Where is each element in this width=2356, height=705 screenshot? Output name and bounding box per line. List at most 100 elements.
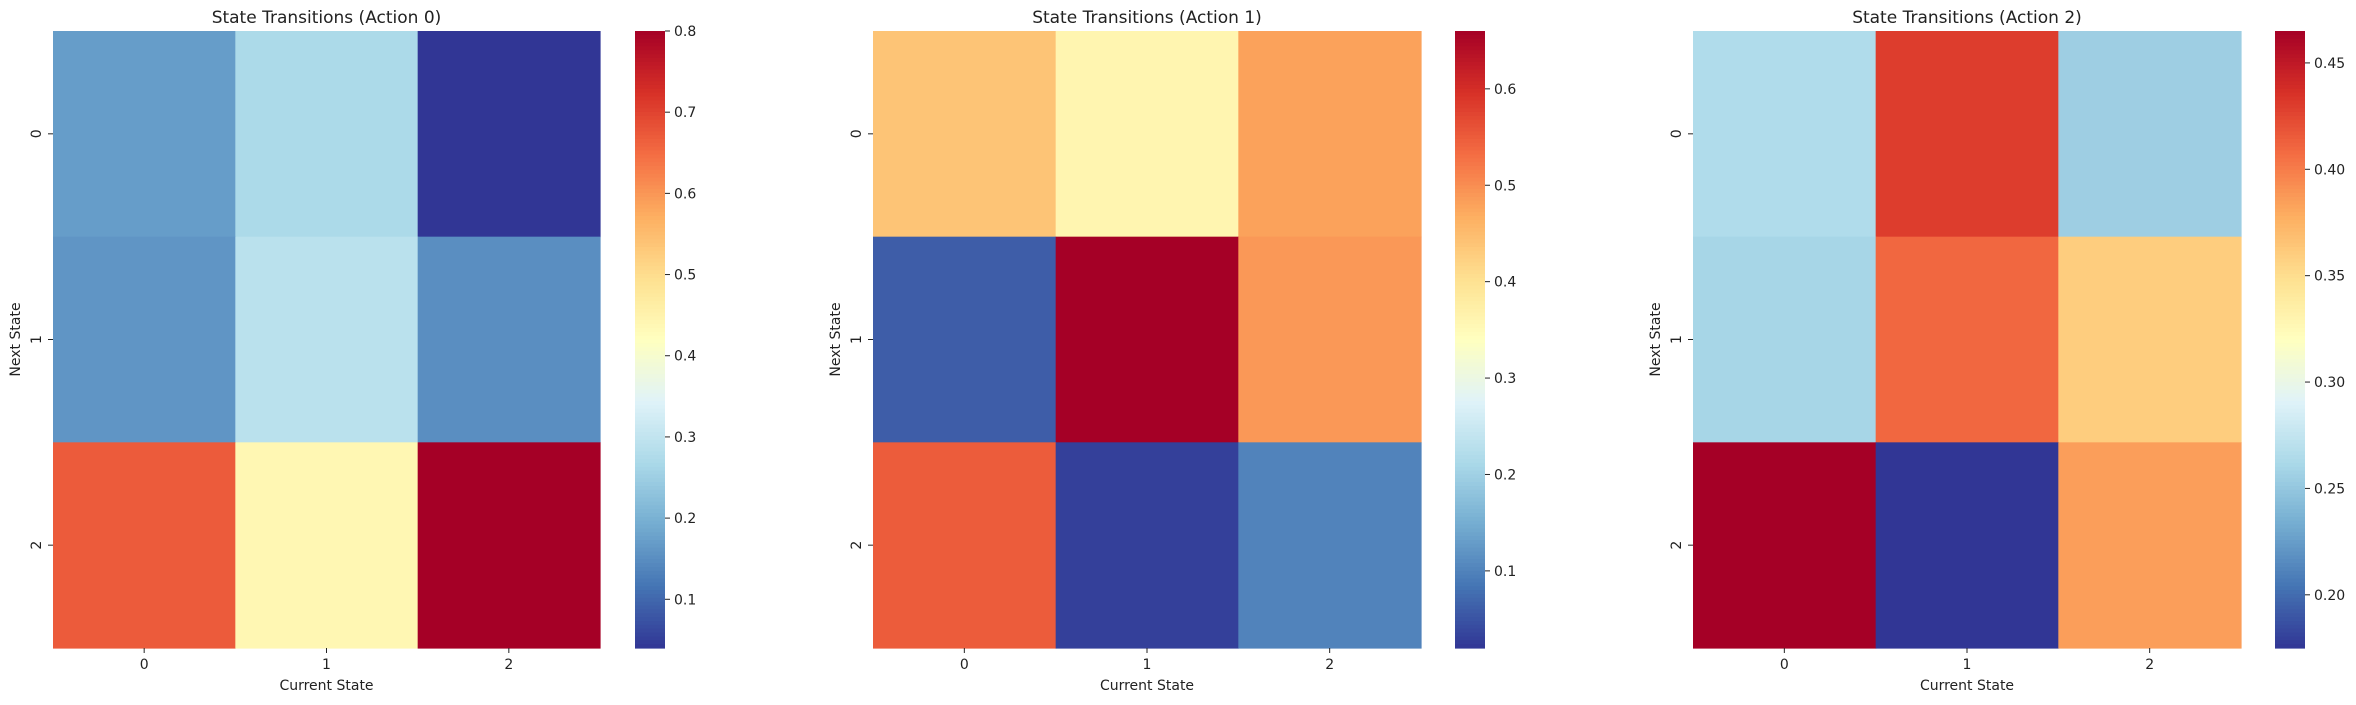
colorbar-segment xyxy=(635,124,665,128)
colorbar-tick-label: 0.6 xyxy=(674,186,696,202)
colorbar-segment xyxy=(1455,636,1485,640)
colorbar-segment xyxy=(635,85,665,89)
colorbar-segment xyxy=(1455,93,1485,97)
colorbar-tick-label: 0.4 xyxy=(674,349,696,365)
colorbar-segment xyxy=(635,463,665,467)
colorbar-segment xyxy=(1455,286,1485,290)
colorbar-segment xyxy=(1455,582,1485,586)
colorbar-segment xyxy=(635,509,665,513)
colorbar-segment xyxy=(1455,328,1485,332)
colorbar-segment xyxy=(635,62,665,66)
heatmap-cell xyxy=(1693,237,1876,443)
colorbar-segment xyxy=(635,370,665,374)
colorbar-segment xyxy=(2275,343,2305,347)
x-tick-label: 0 xyxy=(960,657,969,673)
x-tick-label: 2 xyxy=(2145,657,2154,673)
colorbar-segment xyxy=(635,567,665,571)
colorbar-segment xyxy=(1455,336,1485,340)
colorbar-segment xyxy=(2275,143,2305,147)
colorbar-segment xyxy=(635,467,665,471)
y-tick-label: 0 xyxy=(849,129,865,138)
colorbar-segment xyxy=(2275,205,2305,209)
colorbar-segment xyxy=(2275,467,2305,471)
colorbar-segment xyxy=(635,575,665,579)
colorbar-segment xyxy=(1455,193,1485,197)
colorbar-tick-label: 0.3 xyxy=(674,430,696,446)
colorbar-segment xyxy=(1455,590,1485,594)
colorbar-segment xyxy=(1455,455,1485,459)
colorbar-tick-label: 0.5 xyxy=(674,268,696,284)
colorbar-tick-label: 0.2 xyxy=(674,511,696,527)
colorbar-segment xyxy=(2275,340,2305,344)
heatmap-cell xyxy=(1238,237,1421,443)
colorbar-segment xyxy=(1455,31,1485,35)
colorbar-segment xyxy=(1455,104,1485,108)
colorbar-segment xyxy=(635,521,665,525)
colorbar-segment xyxy=(2275,617,2305,621)
colorbar-segment xyxy=(1455,162,1485,166)
x-tick-label: 1 xyxy=(1143,657,1152,673)
colorbar-segment xyxy=(635,127,665,131)
colorbar-segment xyxy=(1455,563,1485,567)
colorbar-segment xyxy=(2275,451,2305,455)
colorbar-segment xyxy=(2275,447,2305,451)
colorbar-segment xyxy=(635,147,665,151)
y-tick-label: 0 xyxy=(1669,129,1685,138)
colorbar-tick-label: 0.3 xyxy=(1494,371,1516,387)
heatmap-cell xyxy=(873,237,1056,443)
colorbar-segment xyxy=(2275,282,2305,286)
colorbar-segment xyxy=(635,359,665,363)
colorbar-segment xyxy=(635,447,665,451)
colorbar-segment xyxy=(635,178,665,182)
colorbar-segment xyxy=(635,594,665,598)
colorbar-segment xyxy=(2275,131,2305,135)
heatmap-cell xyxy=(2058,442,2241,648)
colorbar-segment xyxy=(2275,270,2305,274)
colorbar-segment xyxy=(635,501,665,505)
heatmap-cell xyxy=(1693,442,1876,648)
colorbar-segment xyxy=(635,239,665,243)
colorbar-segment xyxy=(2275,154,2305,158)
colorbar-segment xyxy=(635,490,665,494)
colorbar-segment xyxy=(2275,332,2305,336)
colorbar-segment xyxy=(635,440,665,444)
colorbar-segment xyxy=(1455,482,1485,486)
colorbar-segment xyxy=(2275,336,2305,340)
colorbar-segment xyxy=(635,451,665,455)
colorbar-segment xyxy=(635,205,665,209)
colorbar-segment xyxy=(1455,432,1485,436)
heatmap-cell xyxy=(2058,237,2241,443)
colorbar-tick-label: 0.20 xyxy=(2314,588,2345,604)
colorbar-segment xyxy=(2275,513,2305,517)
colorbar-segment xyxy=(2275,586,2305,590)
colorbar-segment xyxy=(2275,112,2305,116)
colorbar-segment xyxy=(635,108,665,112)
colorbar-segment xyxy=(1455,139,1485,143)
colorbar-segment xyxy=(2275,127,2305,131)
colorbar-segment xyxy=(635,633,665,637)
colorbar-segment xyxy=(2275,351,2305,355)
colorbar-segment xyxy=(1455,127,1485,131)
colorbar-segment xyxy=(2275,212,2305,216)
colorbar-segment xyxy=(2275,509,2305,513)
y-tick-label: 1 xyxy=(29,335,45,344)
colorbar-segment xyxy=(1455,259,1485,263)
colorbar-segment xyxy=(635,293,665,297)
colorbar-segment xyxy=(1455,575,1485,579)
colorbar-segment xyxy=(2275,459,2305,463)
colorbar-segment xyxy=(2275,397,2305,401)
colorbar-tick-label: 0.6 xyxy=(1494,82,1516,98)
y-axis-label: Next State xyxy=(1648,302,1664,376)
colorbar-segment xyxy=(635,486,665,490)
colorbar-segment xyxy=(635,197,665,201)
colorbar-segment xyxy=(2275,471,2305,475)
colorbar-segment xyxy=(635,590,665,594)
colorbar-segment xyxy=(1455,46,1485,50)
colorbar-segment xyxy=(2275,555,2305,559)
colorbar-segment xyxy=(2275,46,2305,50)
colorbar-segment xyxy=(635,586,665,590)
colorbar-segment xyxy=(635,579,665,583)
heatmap-cell xyxy=(235,31,418,237)
colorbar-segment xyxy=(635,613,665,617)
colorbar-segment xyxy=(1455,205,1485,209)
